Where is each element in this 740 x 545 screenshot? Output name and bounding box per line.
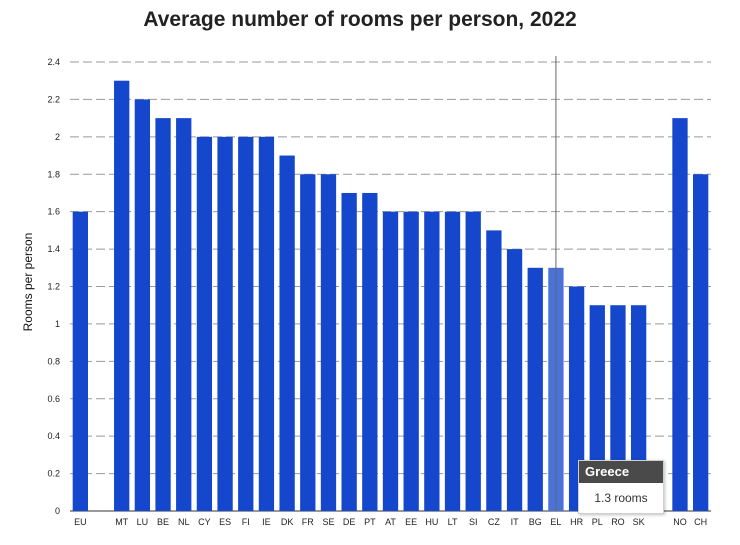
- bar-nl: [176, 118, 192, 511]
- chart-title: Average number of rooms per person, 2022: [143, 8, 577, 31]
- y-tick-label: 1.4: [47, 244, 60, 254]
- y-tick-label: 0.4: [47, 431, 60, 441]
- bar-ee: [403, 211, 419, 511]
- bar-ro: [610, 305, 626, 511]
- bar-it: [506, 249, 523, 512]
- bar-no: [672, 118, 688, 511]
- tooltip: Greece 1.3 rooms: [578, 460, 664, 514]
- x-tick-label: FI: [242, 517, 250, 527]
- y-tick-label: 0.6: [47, 394, 60, 404]
- x-tick-label: PT: [364, 517, 376, 527]
- bar-fr: [300, 174, 316, 511]
- x-tick-label: EE: [405, 517, 417, 527]
- bar-es: [217, 136, 233, 512]
- bar-mt: [114, 80, 130, 511]
- x-tick-label: FR: [302, 517, 314, 527]
- x-tick-label: IT: [511, 517, 520, 527]
- x-tick-label: CZ: [488, 517, 500, 527]
- y-tick-label: 2.2: [47, 94, 60, 104]
- x-tick-label: CH: [694, 517, 707, 527]
- bar-ie: [258, 136, 275, 512]
- bar-lu: [134, 99, 151, 512]
- bar-se: [320, 174, 337, 511]
- bar-sk: [630, 305, 647, 511]
- x-tick-label: EL: [550, 517, 561, 527]
- x-tick-label: NO: [673, 517, 687, 527]
- bar-hu: [424, 211, 440, 511]
- bar-ch: [693, 174, 709, 511]
- bar-eu: [72, 211, 88, 511]
- bar-pt: [362, 192, 378, 512]
- y-tick-label: 2: [55, 132, 60, 142]
- bar-at: [382, 211, 399, 511]
- x-tick-label: SI: [469, 517, 478, 527]
- bar-hr: [568, 286, 585, 511]
- x-tick-label: DK: [281, 517, 294, 527]
- y-tick-label: 1.6: [47, 207, 60, 217]
- bar-fi: [238, 136, 254, 512]
- bar-cy: [196, 136, 213, 512]
- x-tick-label: IE: [262, 517, 271, 527]
- y-tick-label: 1.2: [47, 282, 60, 292]
- x-tick-label: LU: [137, 517, 149, 527]
- y-tick-label: 0.8: [47, 356, 60, 366]
- x-tick-label: NL: [178, 517, 190, 527]
- x-tick-label: BG: [529, 517, 542, 527]
- x-tick-label: DE: [343, 517, 356, 527]
- x-tick-label: PL: [592, 517, 603, 527]
- tooltip-value: 1.3 rooms: [594, 491, 648, 505]
- y-tick-label: 0.2: [47, 469, 60, 479]
- bar-dk: [279, 155, 295, 511]
- y-tick-label: 2.4: [47, 57, 60, 67]
- x-tick-label: HR: [570, 517, 583, 527]
- bar-si: [465, 211, 481, 511]
- x-tick-label: HU: [425, 517, 438, 527]
- bar-be: [155, 118, 171, 511]
- x-tick-label: SK: [633, 517, 645, 527]
- tooltip-title: Greece: [579, 461, 663, 483]
- y-tick-label: 1.8: [47, 169, 60, 179]
- x-tick-label: ES: [219, 517, 231, 527]
- x-tick-label: LT: [448, 517, 458, 527]
- x-tick-label: BE: [157, 517, 169, 527]
- bar-pl: [589, 305, 605, 511]
- x-tick-label: RO: [611, 517, 625, 527]
- bar-cz: [486, 230, 502, 511]
- x-tick-label: AT: [385, 517, 396, 527]
- x-tick-label: MT: [115, 517, 128, 527]
- x-tick-label: CY: [198, 517, 211, 527]
- x-tick-label: SE: [322, 517, 334, 527]
- bar-bg: [527, 267, 543, 511]
- bar-lt: [444, 211, 461, 511]
- y-tick-label: 0: [55, 506, 60, 516]
- x-tick-label: EU: [74, 517, 87, 527]
- bar-de: [341, 192, 357, 512]
- y-tick-label: 1: [55, 319, 60, 329]
